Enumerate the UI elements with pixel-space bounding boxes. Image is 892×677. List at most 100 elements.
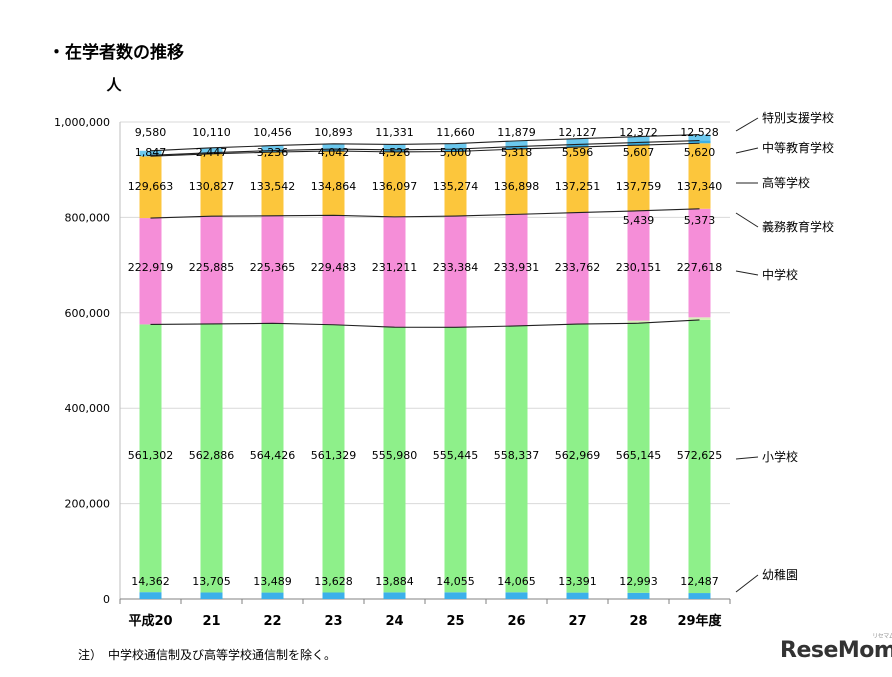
bar-segment [566,324,589,593]
data-label: 562,969 [555,449,601,462]
legend-label: 小学校 [762,449,798,464]
data-label: 3,236 [257,146,289,159]
legend-label: 高等学校 [762,175,810,190]
series-connector-line [150,208,700,219]
data-label: 12,372 [619,126,658,139]
data-label: 225,885 [189,261,235,274]
bar-segment [322,592,345,599]
bar-segment [688,319,711,594]
bar-segment [200,152,223,154]
data-label: 2,447 [196,146,228,159]
bar-segment [261,592,284,599]
data-label: 233,931 [494,261,540,274]
data-label: 12,993 [619,575,658,588]
y-tick-label: 600,000 [65,307,111,320]
legend-leader-line [735,212,759,228]
data-label: 14,065 [497,575,536,588]
bar-segment [566,144,589,148]
bar-segment [566,138,589,145]
x-tick-label: 23 [324,614,342,629]
data-label: 14,055 [436,575,475,588]
bar-segment [627,145,650,211]
series-connector-line [150,142,700,157]
data-label: 13,705 [192,575,231,588]
x-tick-label: 25 [446,614,464,629]
bar-segment [627,592,650,599]
bar-segment [688,143,711,209]
data-label: 133,542 [250,180,296,193]
resemom-logo: ReseMom リセマム [780,633,892,663]
bar-segment [200,147,223,153]
data-label: 130,827 [189,180,235,193]
data-label: 10,110 [192,126,231,139]
bar-segment [688,317,711,320]
y-tick-label: 0 [103,593,110,606]
bar-segment [688,140,711,144]
data-label: 13,628 [314,575,353,588]
legend-label: 特別支援学校 [762,110,834,125]
x-tick-label: 平成20 [128,613,172,629]
x-tick-label: 26 [507,614,525,629]
x-tick-label: 29年度 [677,613,722,629]
data-label: 137,340 [677,180,723,193]
data-label: 11,879 [497,126,536,139]
data-label: 565,145 [616,449,662,462]
data-label: 13,489 [253,575,292,588]
data-label: 555,445 [433,449,479,462]
data-label: 564,426 [250,449,296,462]
legend-label: 中学校 [762,267,798,282]
data-label: 561,302 [128,449,174,462]
bar-segment [444,327,467,593]
bar-segment [200,216,223,324]
data-label: 227,618 [677,261,723,274]
data-label: 5,439 [623,214,655,227]
legend-leader-line [735,456,759,460]
data-label: 129,663 [128,180,174,193]
bar-segment [505,592,528,599]
data-label: 5,318 [501,146,533,159]
bar-segment [383,151,406,217]
data-label: 12,528 [680,126,719,139]
data-label: 555,980 [372,449,418,462]
data-label: 225,365 [250,261,296,274]
bar-segment [444,143,467,150]
data-label: 561,329 [311,449,357,462]
logo-text: ReseMom [780,638,892,663]
bar-segment [505,140,528,147]
y-axis-label: 人 [106,76,122,94]
bar-segment [261,145,284,151]
bar-segment [688,134,711,141]
data-label: 5,607 [623,146,655,159]
bar-segment [139,218,162,325]
bar-segment [444,216,467,328]
x-tick-label: 22 [263,614,281,629]
data-label: 13,884 [375,575,414,588]
legend-leader-line [735,574,759,593]
bar-segment [139,150,162,156]
bar-segment [505,325,528,593]
bar-segment [322,150,345,216]
bar-segment [261,150,284,153]
bar-segment [627,320,650,324]
legend-leader-line [735,270,759,276]
bar-segment [444,151,467,217]
data-label: 562,886 [189,449,235,462]
bar-segment [505,214,528,326]
page-title: ・在学者数の推移 [48,43,184,63]
data-label: 135,274 [433,180,479,193]
data-label: 137,759 [616,180,662,193]
data-label: 233,762 [555,261,601,274]
series-connector-line [150,134,700,152]
y-tick-label: 200,000 [65,498,111,511]
data-label: 12,127 [558,126,597,139]
footnote: 注） 中学校通信制及び高等学校通信制を除く。 [78,648,337,662]
data-label: 137,251 [555,180,601,193]
bar-segment [383,327,406,593]
data-label: 10,456 [253,126,292,139]
data-label: 10,893 [314,126,353,139]
bar-segment [627,142,650,146]
legend-label: 中等教育学校 [762,140,834,155]
bar-segment [322,143,345,150]
bar-segment [566,212,589,325]
bar-segment [383,592,406,599]
